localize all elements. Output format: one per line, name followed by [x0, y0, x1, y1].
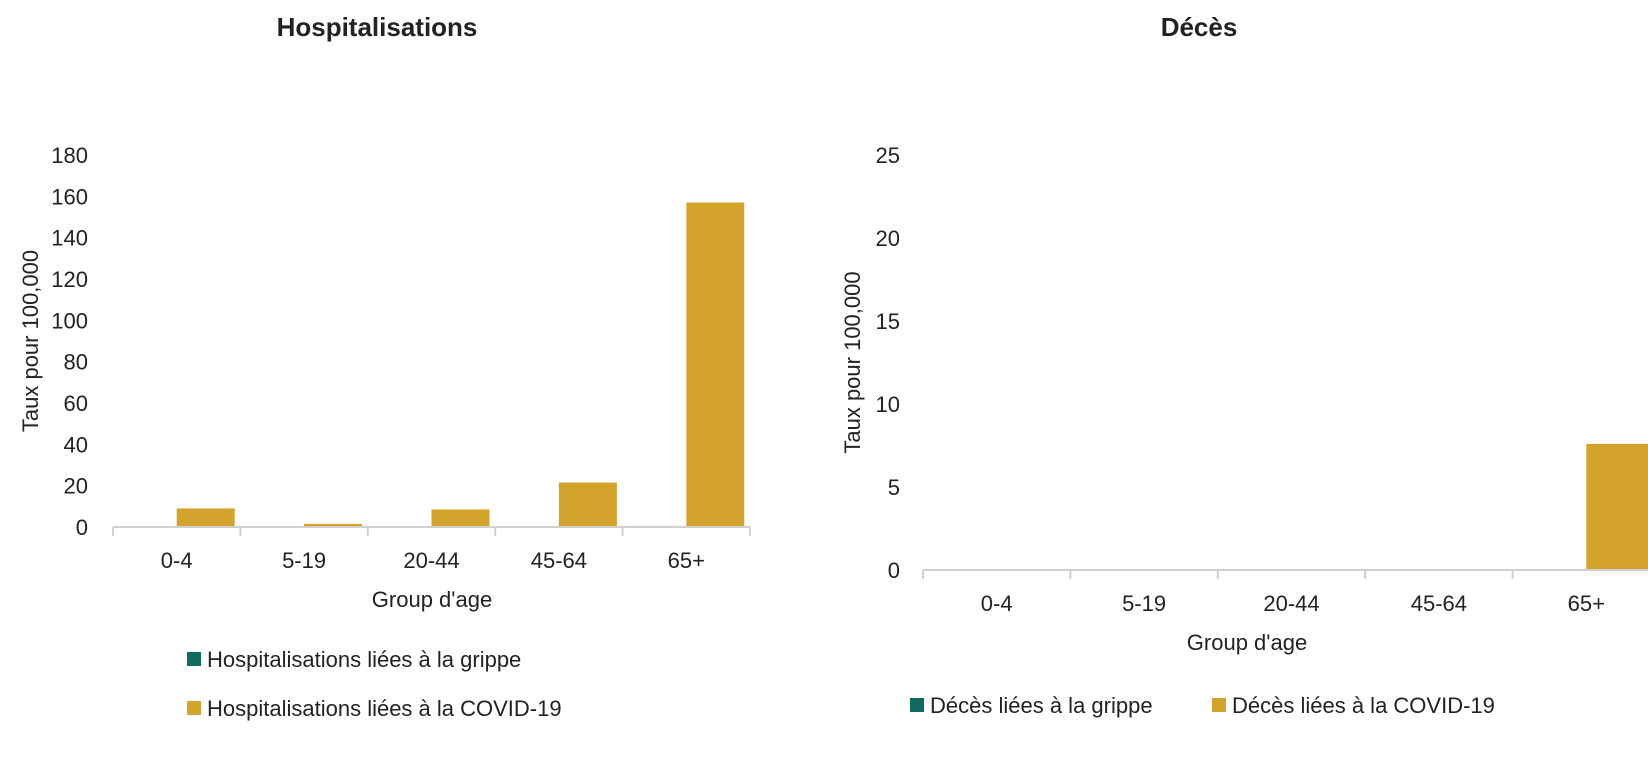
x-tick-label: 0-4: [981, 591, 1013, 616]
bar-covid: [1586, 443, 1648, 570]
legend-swatch-covid: [1212, 698, 1226, 712]
y-tick-label: 180: [51, 143, 88, 168]
bar-covid: [304, 523, 363, 527]
y-tick-label: 120: [51, 267, 88, 292]
x-tick-label: 45-64: [1411, 591, 1467, 616]
x-tick-label: 65+: [1568, 591, 1605, 616]
bar-covid: [558, 482, 617, 527]
chart-title: Décès: [1161, 12, 1238, 42]
y-tick-label: 140: [51, 226, 88, 251]
legend-swatch-flu: [910, 698, 924, 712]
y-tick-label: 80: [64, 350, 88, 375]
y-axis-label: Taux pour 100,000: [840, 271, 865, 453]
bar-covid: [686, 202, 745, 528]
x-tick-label: 5-19: [282, 548, 326, 573]
y-tick-label: 20: [876, 226, 900, 251]
y-tick-label: 100: [51, 308, 88, 333]
y-tick-label: 10: [876, 392, 900, 417]
legend-label-flu: Hospitalisations liées à la grippe: [207, 647, 521, 672]
y-tick-label: 20: [64, 474, 88, 499]
x-axis-label: Group d'age: [372, 587, 492, 612]
y-tick-label: 0: [888, 558, 900, 583]
y-tick-label: 60: [64, 391, 88, 416]
x-tick-label: 20-44: [403, 548, 459, 573]
y-axis-label: Taux pour 100,000: [18, 250, 43, 432]
legend-swatch-flu: [187, 652, 201, 666]
legend-label-covid: Décès liées à la COVID-19: [1232, 693, 1495, 718]
chart-deces: Décès 0 5 10 15 20 25 Taux pour 100,000 0-4 5-19 2…: [840, 12, 1648, 718]
x-axis-label: Group d'age: [1187, 630, 1307, 655]
y-tick-label: 160: [51, 184, 88, 209]
bar-covid: [431, 509, 490, 527]
x-tick-label: 5-19: [1122, 591, 1166, 616]
y-tick-label: 0: [76, 515, 88, 540]
y-tick-label: 40: [64, 432, 88, 457]
y-tick-label: 5: [888, 475, 900, 500]
chart-hospitalisations: Hospitalisations 0 20 40 60 80 100 120 140 160 180…: [18, 12, 751, 721]
y-tick-label: 25: [876, 143, 900, 168]
bar-covid: [176, 508, 235, 527]
y-tick-label: 15: [876, 309, 900, 334]
legend-swatch-covid: [187, 701, 201, 715]
x-tick-label: 0-4: [161, 548, 193, 573]
x-tick-label: 20-44: [1263, 591, 1319, 616]
chart-title: Hospitalisations: [277, 12, 478, 42]
legend-label-covid: Hospitalisations liées à la COVID-19: [207, 696, 562, 721]
legend-label-flu: Décès liées à la grippe: [930, 693, 1153, 718]
x-tick-label: 65+: [668, 548, 705, 573]
x-tick-label: 45-64: [531, 548, 587, 573]
